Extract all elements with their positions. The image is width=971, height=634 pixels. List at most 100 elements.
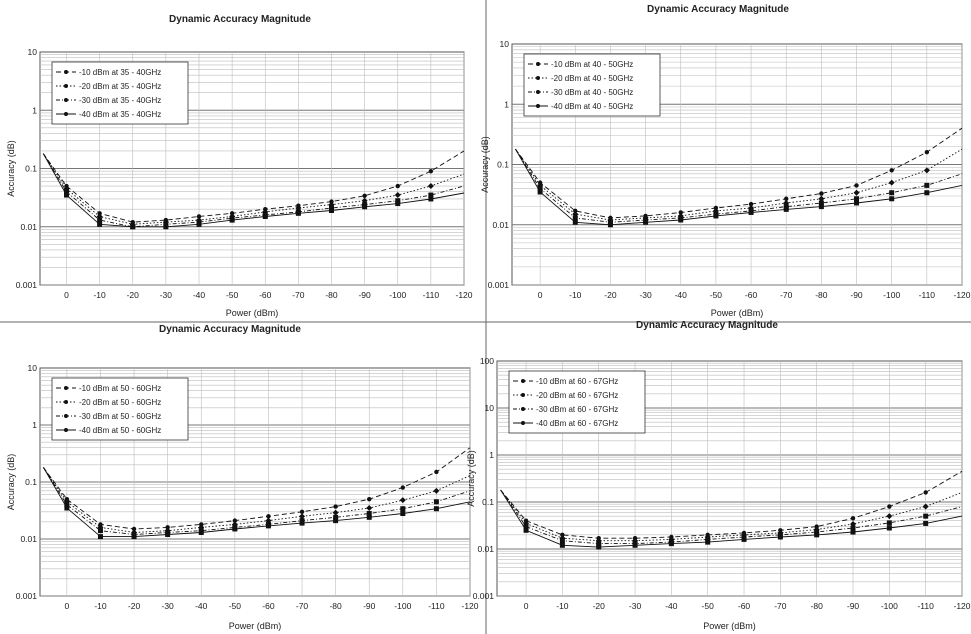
x-tick-label: -110 (919, 290, 936, 300)
x-tick-label: -120 (953, 290, 970, 300)
chart-title: Dynamic Accuracy Magnitude (159, 324, 301, 335)
data-point (433, 506, 439, 512)
y-tick-label: 10 (28, 47, 38, 57)
x-tick-label: -90 (363, 601, 376, 611)
data-point (523, 527, 529, 533)
series-line-3 (43, 467, 471, 535)
data-point (400, 506, 406, 512)
chart-panel-3: Dynamic Accuracy Magnitude 10 1 0.1 0.01 0.00… (6, 324, 479, 631)
y-tick-label: 0.1 (497, 160, 509, 170)
data-point (814, 529, 820, 535)
data-point (537, 185, 543, 191)
data-point (265, 523, 271, 529)
legend-entry: -20 dBm at 35 - 40GHz (79, 82, 161, 91)
data-point (572, 219, 578, 225)
y-tick-label: 0.001 (488, 280, 510, 290)
x-tick-label: 0 (64, 290, 69, 300)
data-point (332, 509, 339, 516)
chart-title: Dynamic Accuracy Magnitude (647, 4, 789, 15)
data-point (299, 520, 305, 526)
data-point (886, 520, 892, 526)
series-line-1 (42, 150, 465, 223)
data-point (854, 196, 860, 202)
data-point (395, 198, 401, 204)
x-axis-label: Power (dBm) (711, 308, 764, 318)
legend-marker (64, 98, 68, 102)
data-point (97, 211, 102, 216)
data-point (131, 526, 137, 532)
x-tick-label: -30 (629, 601, 642, 611)
legend-marker (521, 407, 525, 411)
data-point (362, 204, 368, 210)
x-tick-label: -40 (195, 601, 208, 611)
data-point (196, 221, 202, 227)
x-tick-label: -20 (127, 290, 140, 300)
y-tick-label: 0.01 (492, 220, 509, 230)
data-point (395, 183, 400, 189)
data-point (596, 541, 602, 547)
legend-entry: -30 dBm at 40 - 50GHz (551, 88, 633, 97)
x-tick-label: 0 (524, 601, 529, 611)
legend-marker (64, 400, 68, 404)
data-point (64, 502, 70, 508)
data-point (573, 208, 578, 214)
x-tick-label: -110 (423, 290, 440, 300)
x-tick-label: -60 (259, 290, 272, 300)
legend-entry: -40 dBm at 50 - 60GHz (79, 426, 161, 435)
data-point (366, 504, 373, 511)
x-tick-label: -60 (738, 601, 751, 611)
data-point (433, 487, 440, 494)
x-tick-label: 0 (538, 290, 543, 300)
data-point (632, 542, 638, 548)
data-point (668, 541, 674, 547)
data-point (889, 190, 895, 196)
data-point (229, 217, 235, 223)
data-point (130, 224, 136, 230)
x-tick-label: -90 (850, 290, 863, 300)
legend-marker (536, 76, 540, 80)
data-point (362, 193, 367, 198)
y-tick-label: 0.001 (473, 591, 495, 601)
data-point (814, 532, 820, 538)
data-point (400, 485, 406, 490)
x-tick-label: -20 (593, 601, 606, 611)
x-tick-label: -20 (128, 601, 141, 611)
chart-title: Dynamic Accuracy Magnitude (169, 14, 311, 25)
data-point (818, 195, 825, 202)
legend-marker (536, 104, 540, 108)
data-point (333, 514, 339, 520)
legend-entry: -20 dBm at 50 - 60GHz (79, 398, 161, 407)
x-tick-label: -10 (556, 601, 569, 611)
data-point (924, 190, 930, 196)
x-tick-label: -120 (953, 601, 970, 611)
data-point (97, 217, 103, 223)
legend-entry: -20 dBm at 40 - 50GHz (551, 74, 633, 83)
data-point (329, 208, 334, 214)
data-point (266, 514, 271, 519)
chart-panel-2: Dynamic Accuracy Magnitude 10 1 0.1 0.01 0.00… (480, 4, 971, 318)
x-tick-label: -80 (329, 601, 342, 611)
x-tick-label: -100 (389, 290, 406, 300)
chart-panel-1: Dynamic Accuracy Magnitude 10 1 0.1 0.01 0.00… (6, 14, 473, 318)
x-tick-label: -40 (665, 601, 678, 611)
y-axis-label: Accuracy (dB) (466, 450, 476, 507)
x-tick-label: -20 (604, 290, 617, 300)
data-point (329, 205, 334, 211)
data-point (64, 192, 69, 198)
data-point (783, 206, 789, 212)
x-tick-label: -40 (675, 290, 688, 300)
data-point (784, 196, 789, 201)
data-point (559, 542, 565, 548)
data-point (819, 191, 824, 196)
x-tick-label: -100 (881, 601, 898, 611)
x-tick-label: -70 (774, 601, 787, 611)
x-tick-label: -30 (160, 290, 173, 300)
y-tick-label: 0.001 (16, 280, 38, 290)
data-point (366, 514, 372, 520)
legend-entry: -40 dBm at 40 - 50GHz (551, 102, 633, 111)
legend-entry: -10 dBm at 40 - 50GHz (551, 60, 633, 69)
data-point (678, 210, 683, 215)
y-tick-label: 0.1 (25, 477, 37, 487)
x-tick-label: -10 (94, 601, 107, 611)
